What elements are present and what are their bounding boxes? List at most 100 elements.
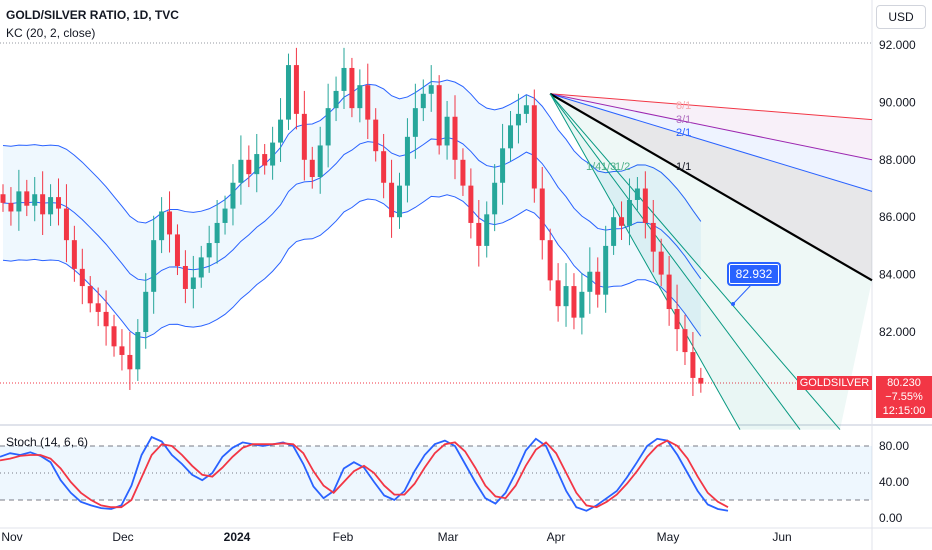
time-tick-label: Apr — [547, 530, 566, 544]
candle-body — [293, 65, 299, 114]
price-tick-label: 84.000 — [879, 268, 916, 282]
time-tick-label: Feb — [333, 530, 354, 544]
price-tick-label: 92.000 — [879, 38, 916, 52]
last-price-tag: 80.230 −7.55% 12:15:00 — [876, 376, 932, 418]
time-tick-label: Mar — [438, 530, 459, 544]
candle-body — [222, 208, 228, 223]
candle-body — [48, 197, 54, 215]
candle-body — [325, 108, 331, 146]
candle-body — [254, 154, 260, 175]
candle-body — [56, 197, 62, 209]
callout-anchor — [731, 302, 735, 306]
candle-body — [460, 159, 466, 186]
candle-body — [119, 346, 125, 355]
candle-body — [87, 286, 93, 304]
candle-body — [634, 188, 640, 200]
candle-body — [444, 116, 450, 146]
candle-body — [500, 148, 506, 183]
fan-line-2 — [550, 93, 873, 161]
candle-body — [182, 265, 188, 289]
candle-body — [642, 188, 648, 223]
fan-label-1-3: 1/3 — [601, 161, 616, 173]
time-tick-label: Dec — [112, 530, 133, 544]
candle-body — [151, 240, 157, 292]
indicator-label[interactable]: KC (20, 2, close) — [6, 26, 96, 40]
candle-body — [603, 245, 609, 295]
time-tick-label: Jun — [772, 530, 791, 544]
time-tick-label: May — [657, 530, 680, 544]
candle-body — [71, 240, 77, 269]
callout-pointer — [732, 283, 753, 305]
candle-body — [492, 182, 498, 215]
price-tick-label: 90.000 — [879, 95, 916, 109]
candle-body — [341, 67, 347, 91]
candle-body — [698, 377, 704, 384]
fan-line-4 — [549, 92, 873, 282]
price-tick-label: 82.000 — [879, 325, 916, 339]
price-tick-label: 88.000 — [879, 153, 916, 167]
candle-body — [238, 159, 244, 183]
candle-body — [214, 222, 220, 244]
candle-body — [349, 67, 355, 109]
candle-body — [595, 271, 601, 295]
candle-body — [674, 309, 680, 330]
last-price-value: 80.230 — [887, 377, 921, 389]
fan-label-8-1: 8/1 — [676, 100, 691, 112]
time-tick-label: Nov — [1, 530, 22, 544]
candle-body — [452, 116, 458, 160]
candle-body — [682, 329, 688, 353]
candle-body — [619, 217, 625, 226]
candle-body — [63, 208, 69, 241]
candle-body — [206, 243, 212, 258]
bar-countdown: 12:15:00 — [882, 405, 926, 417]
candle-body — [285, 65, 291, 120]
candle-body — [579, 291, 585, 318]
candle-body — [531, 105, 537, 189]
candle-body — [666, 274, 672, 310]
candle-body — [365, 85, 371, 120]
fan-label-1-1: 1/1 — [676, 161, 691, 173]
candle-body — [650, 222, 656, 252]
fan-line-3 — [550, 93, 873, 192]
candle-body — [468, 185, 474, 223]
fan-label-1-2: 1/2 — [615, 161, 630, 173]
stoch-indicator-label[interactable]: Stoch (14, 6, 6) — [6, 435, 89, 449]
candle-body — [555, 280, 561, 307]
fan-line-5 — [549, 93, 841, 430]
candle-body — [484, 214, 490, 246]
candle-body — [389, 182, 395, 218]
candle-body — [190, 277, 196, 289]
candle-body — [373, 119, 379, 152]
candle-body — [587, 271, 593, 292]
chart-title[interactable]: GOLD/SILVER RATIO, 1D, TVC — [6, 8, 179, 22]
candle-body — [32, 194, 38, 206]
candle-body — [381, 151, 387, 183]
candle-body — [198, 257, 204, 278]
stoch-tick-label: 40.00 — [879, 475, 909, 489]
candle-body — [690, 352, 696, 378]
fan-line-7 — [549, 93, 741, 430]
candle-body — [127, 354, 133, 370]
fan-line-6 — [549, 93, 801, 430]
fan-label-2-1: 2/1 — [676, 127, 691, 139]
candle-body — [103, 311, 109, 327]
candle-body — [357, 85, 363, 109]
candle-body — [658, 251, 664, 275]
candle-body — [476, 222, 482, 246]
candle-body — [301, 113, 307, 160]
candle-body — [95, 303, 101, 312]
candle-body — [262, 154, 268, 166]
fan-label-3-1: 3/1 — [676, 114, 691, 126]
candle-body — [135, 332, 141, 370]
candle-body — [270, 142, 276, 166]
price-callout[interactable]: 82.932 — [727, 262, 781, 286]
candle-body — [230, 182, 236, 209]
candle-body — [309, 159, 315, 178]
keltner-lower — [2, 194, 702, 339]
candle-body — [143, 291, 149, 332]
currency-button[interactable]: USD — [876, 5, 926, 29]
keltner-basis — [2, 136, 702, 281]
candle-body — [159, 211, 165, 241]
candle-body — [167, 211, 173, 235]
